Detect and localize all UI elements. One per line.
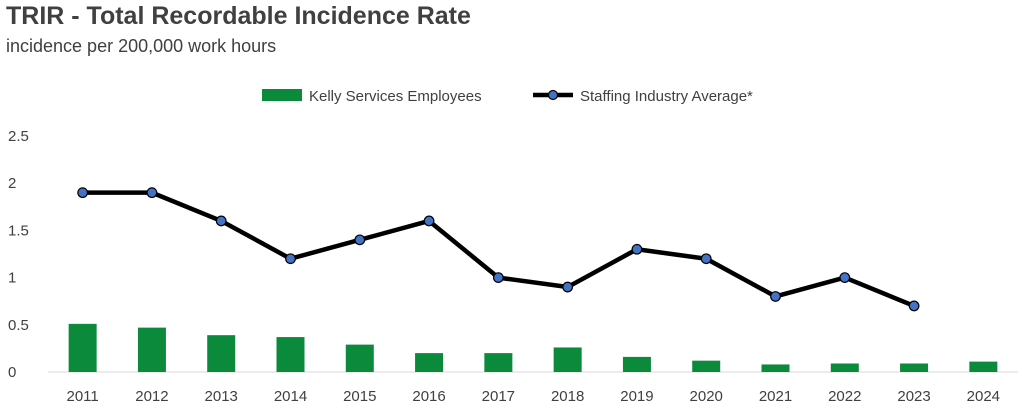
legend-swatch-kelly — [262, 89, 302, 101]
bar-kelly — [68, 323, 97, 372]
marker-industry — [631, 243, 643, 255]
x-tick-label: 2016 — [412, 388, 445, 405]
y-tick-label: 0.5 — [8, 317, 29, 334]
bar-kelly — [761, 364, 790, 372]
marker-series — [77, 187, 920, 312]
marker-industry — [77, 187, 89, 199]
y-tick-label: 1 — [8, 270, 16, 287]
bar-kelly — [276, 337, 305, 372]
x-tick-label: 2024 — [967, 388, 1000, 405]
x-tick-label: 2013 — [205, 388, 238, 405]
marker-industry — [770, 291, 781, 302]
legend-marker-industry — [547, 89, 559, 101]
marker-industry — [492, 272, 504, 284]
bar-kelly — [553, 347, 582, 372]
y-tick-label: 1.5 — [8, 222, 29, 239]
x-tick-label: 2014 — [274, 388, 307, 405]
x-tick-label: 2011 — [67, 388, 99, 405]
bar-kelly — [622, 356, 651, 372]
x-tick-label: 2021 — [759, 388, 792, 405]
marker-industry — [908, 300, 920, 312]
x-tick-label: 2023 — [897, 388, 930, 405]
bar-kelly — [345, 344, 374, 372]
bar-kelly — [969, 361, 998, 372]
x-tick-label: 2017 — [482, 388, 515, 405]
bar-kelly — [207, 335, 236, 372]
marker-industry — [146, 187, 158, 199]
x-tick-label: 2018 — [551, 388, 584, 405]
legend: Kelly Services Employees Staffing Indust… — [262, 88, 753, 105]
bar-kelly — [484, 353, 513, 372]
bar-kelly — [900, 363, 929, 372]
bar-kelly — [415, 353, 444, 372]
x-tick-label: 2012 — [135, 388, 168, 405]
bar-series — [68, 323, 998, 372]
y-tick-label: 2 — [8, 175, 16, 192]
bar-kelly — [692, 360, 721, 372]
marker-industry — [215, 215, 227, 227]
legend-label-kelly: Kelly Services Employees — [309, 88, 482, 105]
line-series — [82, 190, 915, 309]
legend-label-industry: Staffing Industry Average* — [580, 88, 753, 105]
marker-industry — [562, 281, 574, 293]
line-industry — [82, 190, 915, 309]
axes: 0 0.5 1 1.5 2 2.5 2011 2012 2013 2014 2015 2016 2017… — [8, 128, 1018, 405]
x-tick-label: 2015 — [343, 388, 376, 405]
x-tick-label: 2019 — [620, 388, 653, 405]
bar-kelly — [830, 363, 859, 372]
marker-industry — [285, 253, 296, 265]
x-tick-label: 2020 — [690, 388, 723, 405]
marker-industry — [354, 234, 366, 246]
marker-industry — [423, 215, 435, 227]
marker-industry — [839, 272, 851, 284]
marker-industry — [700, 253, 712, 265]
y-tick-label: 2.5 — [8, 128, 29, 145]
chart-title: TRIR - Total Recordable Incidence Rate — [6, 2, 471, 30]
x-tick-label: 2022 — [828, 388, 861, 405]
chart-subtitle: incidence per 200,000 work hours — [6, 36, 277, 56]
bar-kelly — [137, 327, 166, 372]
y-tick-label: 0 — [8, 364, 16, 381]
